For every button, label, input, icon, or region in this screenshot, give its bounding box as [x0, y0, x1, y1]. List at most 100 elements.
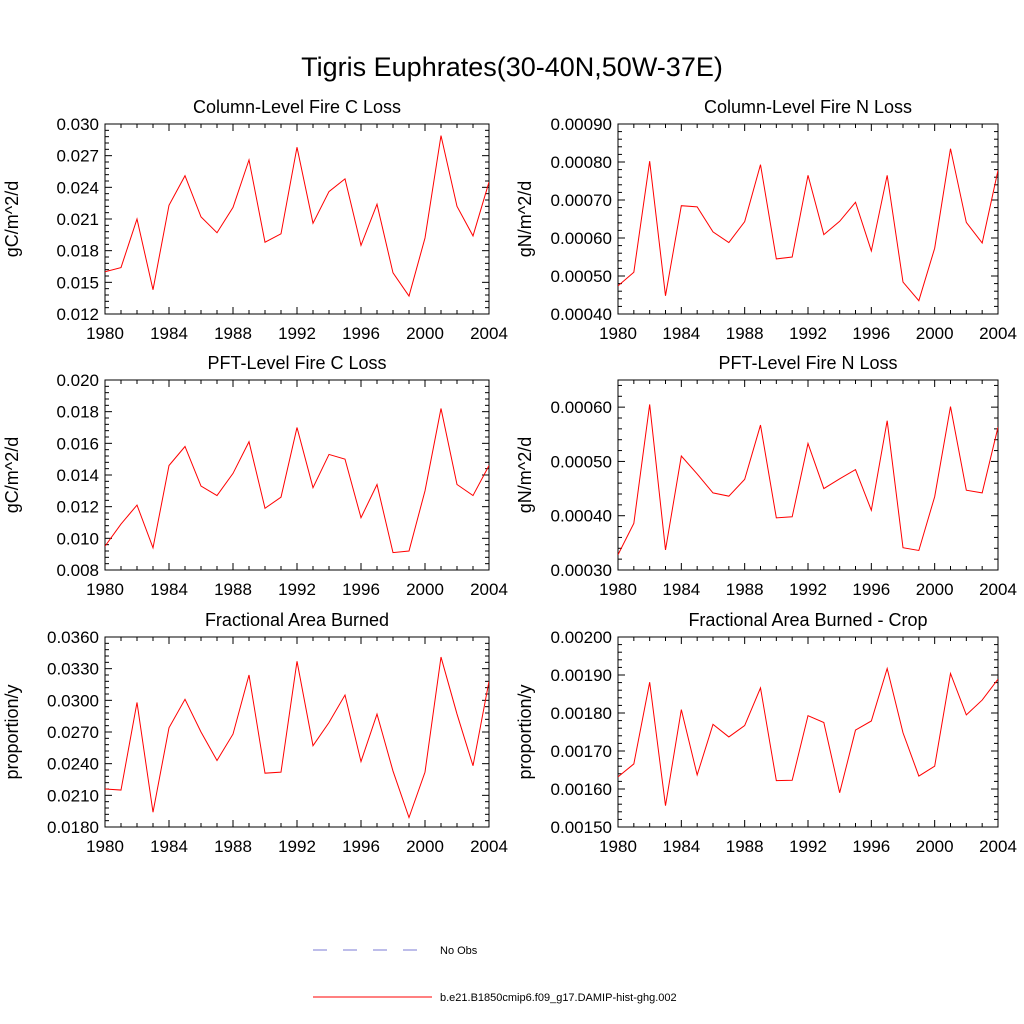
y-tick-label: 0.014 [56, 466, 99, 485]
x-tick-label: 2004 [470, 324, 508, 343]
legend-label: b.e21.B1850cmip6.f09_g17.DAMIP-hist-ghg.… [440, 992, 677, 1004]
y-tick-label: 0.00040 [551, 305, 612, 324]
figure-title: Tigris Euphrates(30-40N,50W-37E) [301, 52, 723, 82]
y-tick-label: 0.012 [56, 305, 99, 324]
y-tick-label: 0.00060 [551, 229, 612, 248]
x-tick-label: 1980 [599, 837, 637, 856]
y-tick-label: 0.00080 [551, 153, 612, 172]
x-tick-label: 2000 [916, 324, 954, 343]
y-tick-label: 0.0330 [47, 660, 99, 679]
y-tick-label: 0.00060 [551, 398, 612, 417]
y-tick-label: 0.00040 [551, 507, 612, 526]
series-line-1 [105, 135, 489, 298]
x-tick-label: 1984 [150, 837, 188, 856]
y-tick-label: 0.00180 [551, 704, 612, 723]
y-tick-label: 0.00150 [551, 818, 612, 837]
x-tick-label: 2000 [406, 837, 444, 856]
y-tick-label: 0.00050 [551, 452, 612, 471]
plot-frame [104, 123, 490, 315]
x-tick-label: 1996 [852, 580, 890, 599]
y-axis-label: proportion/y [2, 684, 22, 779]
y-axis-label: gN/m^2/d [515, 181, 535, 257]
legend: No Obs b.e21.B1850cmip6.f09_g17.DAMIP-his… [313, 945, 677, 1004]
x-tick-label: 1996 [852, 324, 890, 343]
panel-2: 1980 1984 1988 1992 1996 2000 2004 0.00040 0.000… [515, 97, 1017, 343]
y-tick-label: 0.00050 [551, 267, 612, 286]
x-tick-label: 1984 [150, 580, 188, 599]
panel-5: 1980 1984 1988 1992 1996 2000 2004 0.0180 0.0210… [2, 610, 508, 856]
x-tick-label: 2004 [979, 837, 1017, 856]
x-tick-label: 1988 [726, 837, 764, 856]
y-tick-label: 0.00190 [551, 666, 612, 685]
y-tick-label: 0.027 [56, 147, 99, 166]
y-tick-label: 0.00030 [551, 561, 612, 580]
y-tick-label: 0.0300 [47, 691, 99, 710]
y-tick-label: 0.00070 [551, 191, 612, 210]
x-tick-label: 1992 [789, 324, 827, 343]
x-tick-label: 1992 [278, 837, 316, 856]
y-tick-label: 0.030 [56, 115, 99, 134]
x-tick-label: 1992 [789, 837, 827, 856]
plot-frame [617, 123, 999, 315]
legend-label: No Obs [440, 945, 478, 957]
y-axis-label: gN/m^2/d [515, 437, 535, 513]
panel-title: Fractional Area Burned - Crop [688, 610, 927, 630]
x-tick-label: 1980 [599, 324, 637, 343]
y-tick-label: 0.012 [56, 498, 99, 517]
x-tick-label: 1988 [726, 580, 764, 599]
series-line-1 [618, 404, 998, 556]
x-tick-label: 1988 [214, 324, 252, 343]
x-tick-label: 2004 [979, 580, 1017, 599]
x-tick-label: 1992 [789, 580, 827, 599]
panel-4: 1980 1984 1988 1992 1996 2000 2004 0.00030 0.000… [515, 353, 1017, 599]
series-line-1 [105, 408, 489, 554]
panel-title: PFT-Level Fire N Loss [718, 353, 897, 373]
series-line-1 [618, 666, 998, 806]
plot-frame [104, 379, 490, 571]
x-tick-label: 1988 [214, 580, 252, 599]
x-tick-label: 1996 [342, 580, 380, 599]
plot-frame [617, 379, 999, 571]
y-tick-label: 0.0240 [47, 755, 99, 774]
panel-title: PFT-Level Fire C Loss [207, 353, 386, 373]
x-tick-label: 2004 [470, 580, 508, 599]
y-tick-label: 0.00160 [551, 780, 612, 799]
x-tick-label: 1984 [662, 837, 700, 856]
x-tick-label: 2004 [979, 324, 1017, 343]
x-tick-label: 2004 [470, 837, 508, 856]
y-tick-label: 0.020 [56, 371, 99, 390]
panel-3: 1980 1984 1988 1992 1996 2000 2004 0.008 0.010 0.… [2, 353, 508, 599]
x-tick-label: 1996 [342, 324, 380, 343]
legend-item-1: No Obs [313, 945, 478, 957]
x-tick-label: 1992 [278, 580, 316, 599]
x-tick-label: 1996 [342, 837, 380, 856]
y-tick-label: 0.016 [56, 434, 99, 453]
y-axis-label: gC/m^2/d [2, 181, 22, 257]
y-tick-label: 0.0270 [47, 723, 99, 742]
y-tick-label: 0.008 [56, 561, 99, 580]
x-tick-label: 1992 [278, 324, 316, 343]
x-tick-label: 1988 [726, 324, 764, 343]
x-tick-label: 1984 [662, 580, 700, 599]
series-line-1 [618, 148, 998, 302]
y-tick-label: 0.015 [56, 273, 99, 292]
x-tick-label: 1984 [150, 324, 188, 343]
x-tick-label: 1988 [214, 837, 252, 856]
series-line-1 [105, 656, 489, 820]
x-tick-label: 1980 [86, 837, 124, 856]
x-tick-label: 1980 [599, 580, 637, 599]
x-tick-label: 2000 [916, 580, 954, 599]
x-tick-label: 1996 [852, 837, 890, 856]
panel-1: 1980 1984 1988 1992 1996 2000 2004 0.012 0.015 0.… [2, 97, 508, 343]
y-tick-label: 0.0180 [47, 818, 99, 837]
panels: 1980 1984 1988 1992 1996 2000 2004 0.012 0.015 0.… [2, 97, 1017, 856]
y-axis-label: proportion/y [515, 684, 535, 779]
x-tick-label: 1984 [662, 324, 700, 343]
y-tick-label: 0.010 [56, 529, 99, 548]
panel-title: Fractional Area Burned [205, 610, 389, 630]
y-tick-label: 0.00200 [551, 628, 612, 647]
y-tick-label: 0.00170 [551, 742, 612, 761]
y-axis-label: gC/m^2/d [2, 437, 22, 513]
y-tick-label: 0.00090 [551, 115, 612, 134]
